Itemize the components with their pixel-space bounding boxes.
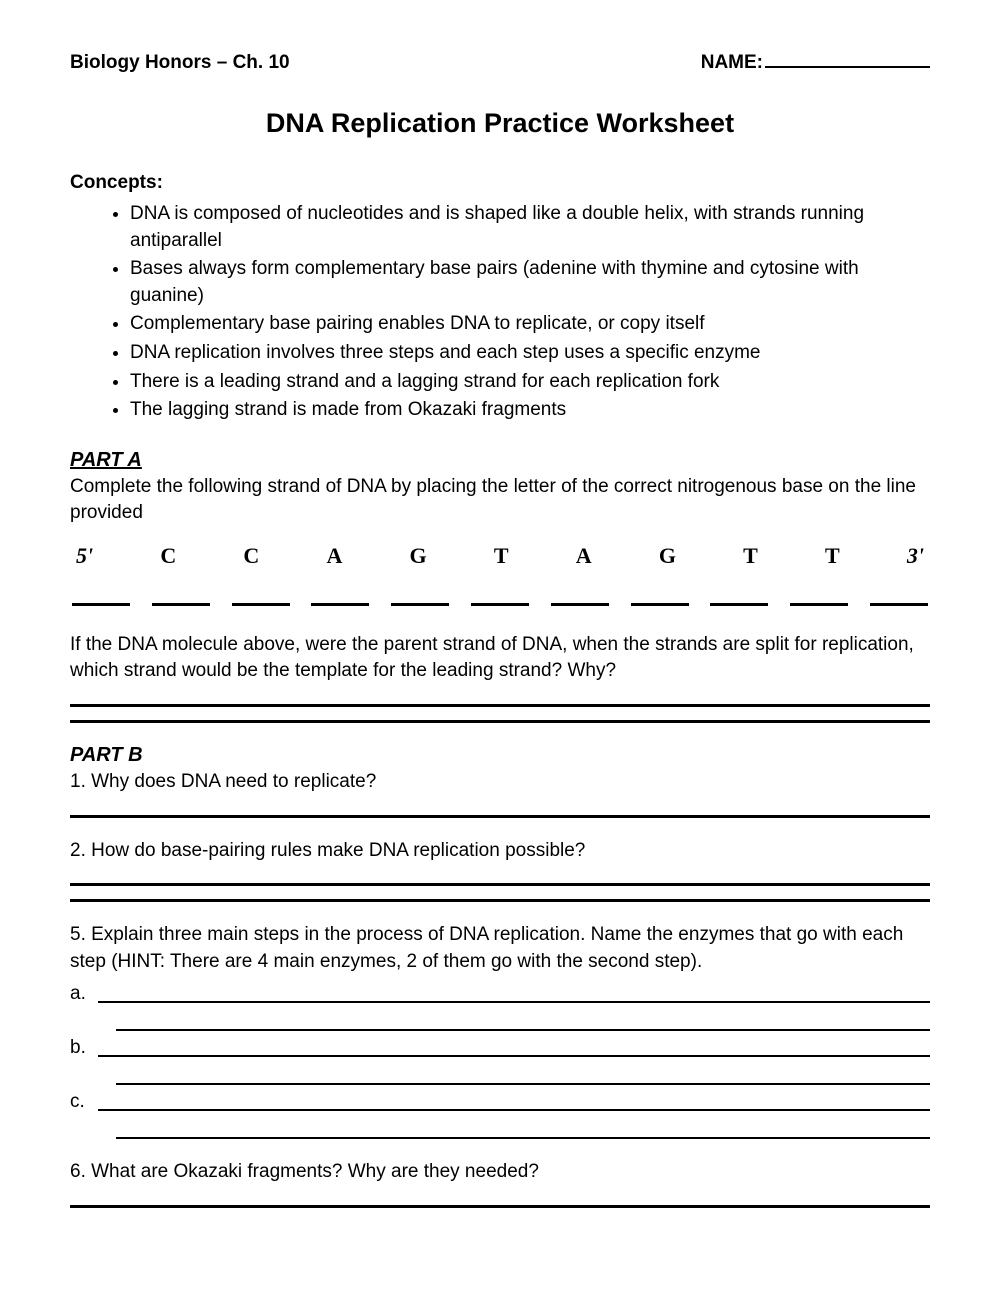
answer-blank[interactable] xyxy=(551,598,609,606)
answer-line[interactable] xyxy=(116,1063,930,1085)
concept-item: DNA replication involves three steps and… xyxy=(130,340,930,367)
answer-blank[interactable] xyxy=(870,598,928,606)
answer-blank[interactable] xyxy=(152,598,210,606)
answer-line[interactable] xyxy=(70,810,930,818)
dna-3prime: 3' xyxy=(907,541,924,572)
answer-blank[interactable] xyxy=(311,598,369,606)
name-input-blank[interactable] xyxy=(765,51,930,68)
dna-base: A xyxy=(326,541,342,572)
dna-base: A xyxy=(576,541,592,572)
concept-item: The lagging strand is made from Okazaki … xyxy=(130,397,930,424)
question-2: 2. How do base-pairing rules make DNA re… xyxy=(70,838,930,865)
concept-item: Complementary base pairing enables DNA t… xyxy=(130,311,930,338)
dna-answer-blanks xyxy=(70,598,930,606)
dna-sequence-row: 5' C C A G T A G T T 3' xyxy=(70,541,930,572)
answer-blank[interactable] xyxy=(232,598,290,606)
question-1: 1. Why does DNA need to replicate? xyxy=(70,769,930,796)
part-a-heading: PART A xyxy=(70,446,930,474)
answer-blank[interactable] xyxy=(631,598,689,606)
dna-base: G xyxy=(410,541,427,572)
answer-line[interactable] xyxy=(70,878,930,886)
answer-blank[interactable] xyxy=(710,598,768,606)
answer-line[interactable] xyxy=(70,894,930,902)
answer-line[interactable] xyxy=(70,715,930,723)
answer-line[interactable] xyxy=(70,1200,930,1208)
dna-base: C xyxy=(160,541,176,572)
part-a-instruction: Complete the following strand of DNA by … xyxy=(70,474,930,527)
concept-item: DNA is composed of nucleotides and is sh… xyxy=(130,201,930,254)
dna-base: T xyxy=(825,541,840,572)
dna-5prime: 5' xyxy=(76,541,93,572)
dna-base: G xyxy=(659,541,676,572)
dna-base: T xyxy=(494,541,509,572)
sub-answer-a: a. xyxy=(70,981,930,1031)
answer-line[interactable] xyxy=(70,699,930,707)
question-6: 6. What are Okazaki fragments? Why are t… xyxy=(70,1159,930,1186)
dna-base: T xyxy=(743,541,758,572)
answer-line[interactable] xyxy=(116,1009,930,1031)
answer-line[interactable] xyxy=(98,981,930,1003)
answer-blank[interactable] xyxy=(72,598,130,606)
answer-blank[interactable] xyxy=(471,598,529,606)
course-label: Biology Honors – Ch. 10 xyxy=(70,50,290,77)
name-label: NAME: xyxy=(701,50,763,77)
answer-blank[interactable] xyxy=(790,598,848,606)
concept-item: Bases always form complementary base pai… xyxy=(130,256,930,309)
sub-label: c. xyxy=(70,1089,98,1116)
page-title: DNA Replication Practice Worksheet xyxy=(70,105,930,143)
answer-line[interactable] xyxy=(98,1089,930,1111)
answer-line[interactable] xyxy=(98,1035,930,1057)
concepts-list: DNA is composed of nucleotides and is sh… xyxy=(70,201,930,424)
part-b-heading: PART B xyxy=(70,741,930,769)
part-a-followup: If the DNA molecule above, were the pare… xyxy=(70,632,930,685)
sub-answer-c: c. xyxy=(70,1089,930,1139)
sub-answer-b: b. xyxy=(70,1035,930,1085)
answer-line[interactable] xyxy=(116,1117,930,1139)
sub-label: a. xyxy=(70,981,98,1008)
sub-label: b. xyxy=(70,1035,98,1062)
dna-base: C xyxy=(243,541,259,572)
question-5: 5. Explain three main steps in the proce… xyxy=(70,922,930,975)
concepts-heading: Concepts: xyxy=(70,170,930,197)
concept-item: There is a leading strand and a lagging … xyxy=(130,369,930,396)
answer-blank[interactable] xyxy=(391,598,449,606)
